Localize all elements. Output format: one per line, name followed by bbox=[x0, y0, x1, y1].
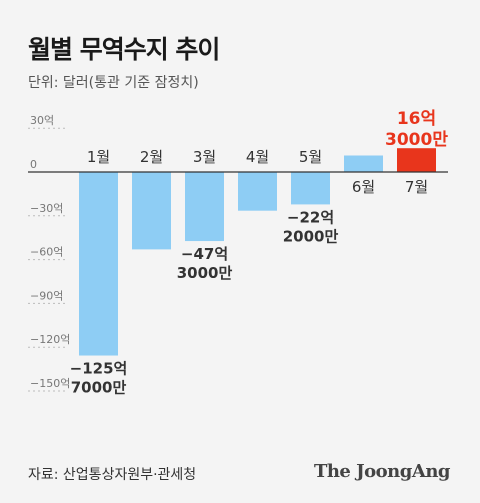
bar-7 bbox=[397, 148, 436, 172]
y-tick-label: −30억 bbox=[30, 202, 63, 215]
value-label: 16억 bbox=[397, 109, 436, 129]
value-label: 2000만 bbox=[283, 227, 339, 245]
y-tick-label: −120억 bbox=[30, 333, 70, 346]
y-tick-label: −60억 bbox=[30, 246, 63, 259]
value-label: 3000만 bbox=[177, 264, 233, 282]
value-label: −47억 bbox=[181, 245, 228, 263]
source-note: 자료: 산업통상자원부·관세청 bbox=[28, 467, 197, 483]
y-tick-label: −150억 bbox=[30, 377, 70, 390]
value-label: −125억 bbox=[70, 360, 128, 378]
bar-5 bbox=[291, 172, 330, 205]
y-tick-label: 0 bbox=[30, 158, 37, 171]
bar-6 bbox=[344, 155, 383, 172]
category-label: 2월 bbox=[140, 148, 163, 166]
bar-1 bbox=[79, 172, 118, 356]
value-label: −22억 bbox=[287, 208, 334, 226]
y-tick-label: −90억 bbox=[30, 289, 63, 302]
category-label: 3월 bbox=[193, 148, 216, 166]
category-label: 6월 bbox=[352, 178, 375, 196]
chart-title: 월별 무역수지 추이 bbox=[28, 35, 220, 64]
bar-4 bbox=[238, 172, 277, 211]
unit-label: 단위: 달러(통관 기준 잠정치) bbox=[28, 75, 199, 91]
brand-logo: The JoongAng bbox=[313, 461, 451, 482]
bar-3 bbox=[185, 172, 224, 242]
value-label: 3000만 bbox=[385, 130, 448, 150]
bar-2 bbox=[132, 172, 171, 250]
y-tick-label: 30억 bbox=[30, 114, 54, 127]
value-label: 7000만 bbox=[71, 379, 127, 397]
category-label: 7월 bbox=[405, 178, 428, 196]
category-label: 5월 bbox=[299, 148, 322, 166]
category-label: 1월 bbox=[87, 148, 110, 166]
category-label: 4월 bbox=[246, 148, 269, 166]
